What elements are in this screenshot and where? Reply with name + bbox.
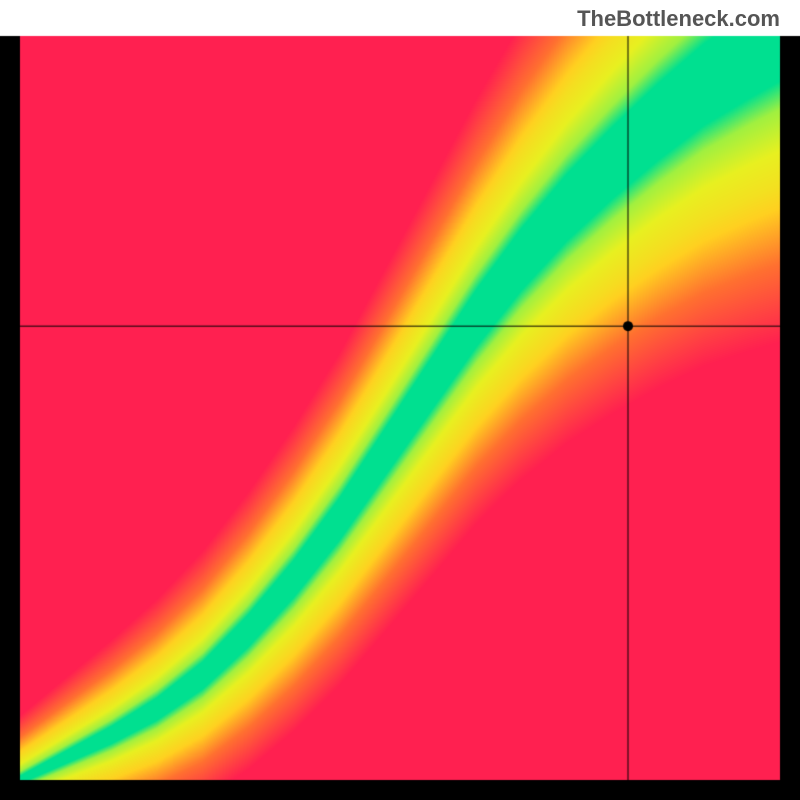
bottleneck-heatmap [0, 0, 800, 800]
watermark-text: TheBottleneck.com [577, 6, 780, 32]
chart-container: TheBottleneck.com [0, 0, 800, 800]
